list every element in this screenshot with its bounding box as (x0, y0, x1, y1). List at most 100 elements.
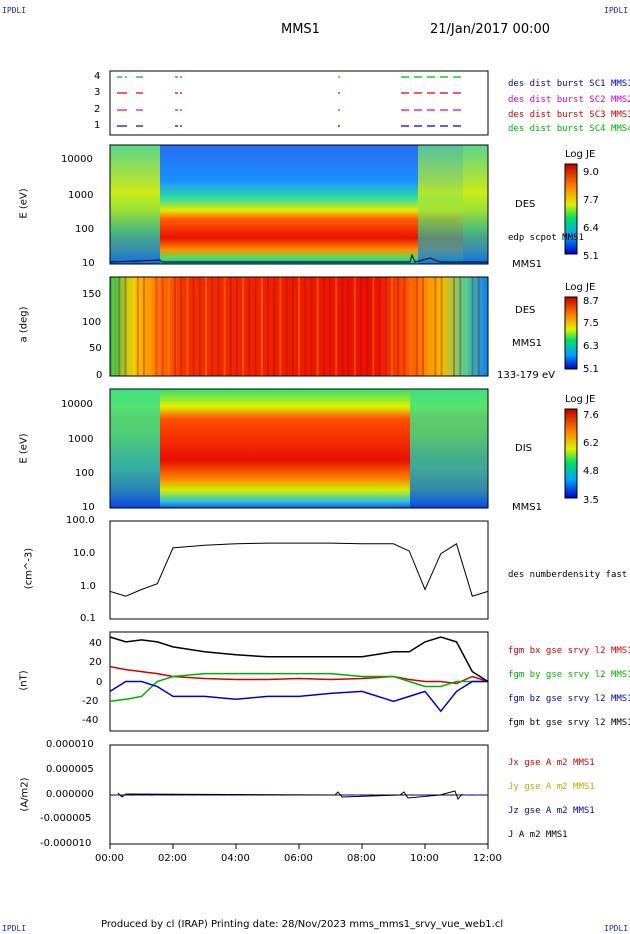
bt-legend: fgm bt gse srvy l2 MMS1 (508, 718, 630, 728)
bfield-ytick: -20 (82, 696, 99, 707)
pitch-stripe (322, 277, 325, 376)
pitch-stripe (279, 277, 282, 376)
pitch-stripe (391, 277, 393, 376)
corner-logo-tl: IPDLI (2, 6, 27, 15)
corner-logo-bl: IPDLI (2, 924, 27, 933)
colorbar-tick: 6.2 (583, 438, 599, 449)
des-energy-ytick: 1000 (68, 190, 94, 201)
bfield-series-line (109, 665, 489, 685)
j-legend: J A m2 MMS1 (508, 830, 568, 840)
x-tick-label: 08:00 (347, 853, 376, 864)
pitch-stripe (415, 277, 418, 376)
pitch-stripe (267, 277, 269, 376)
des-energy-label: DES (515, 199, 536, 210)
des-energy-ylabel: E (eV) (18, 188, 30, 219)
bfield-ylabel: (nT) (18, 670, 30, 691)
bfield-ytick: 40 (89, 638, 102, 649)
pitch-ytick: 50 (89, 343, 102, 354)
pitch-stripe (143, 277, 145, 376)
pitch-stripe (434, 277, 437, 376)
bfield-panel (109, 631, 489, 732)
x-tick-label: 02:00 (158, 853, 187, 864)
pitch-stripe (378, 277, 381, 376)
by-legend: fgm by gse srvy l2 MMS1 (508, 670, 630, 680)
des-energy-spectrogram (109, 144, 489, 265)
density-ytick: 100.0 (66, 515, 95, 526)
pitch-stripe (477, 277, 480, 376)
scpot-label: edp scpot MMS1 (508, 233, 584, 243)
x-tick-label: 10:00 (410, 853, 439, 864)
pitch-stripe (285, 277, 288, 376)
pitch-stripe (186, 277, 189, 376)
dis-energy-ytick: 10000 (61, 399, 93, 410)
colorbar-des-pitch (564, 296, 578, 370)
pitch-sc: MMS1 (512, 338, 542, 349)
pitch-stripe (155, 277, 158, 376)
dis-energy-ytick: 10 (82, 502, 95, 513)
dis-energy-ytick: 100 (75, 468, 95, 479)
current-ytick: -0.000005 (40, 813, 92, 824)
colorbar-title: Log JE (565, 394, 596, 405)
colorbar-tick: 9.0 (583, 167, 599, 178)
pitch-stripe (471, 277, 474, 376)
pitch-stripe (118, 277, 121, 376)
pitch-stripe (248, 277, 251, 376)
pitch-energy-range: 133-179 eV (497, 370, 555, 381)
pitch-ytick: 100 (82, 317, 102, 328)
density-ylabel: (cm^-3) (23, 547, 35, 590)
datetime-title: 21/Jan/2017 00:00 (430, 22, 551, 37)
colorbar-tick: 7.5 (583, 318, 599, 329)
pitch-stripe (353, 277, 356, 376)
des-energy-ytick: 10 (82, 258, 95, 269)
density-ytick: 10.0 (73, 548, 96, 559)
colorbar-tick: 6.3 (583, 341, 599, 352)
density-panel (109, 520, 489, 620)
pitch-stripe (217, 277, 220, 376)
pitch-stripe (397, 277, 400, 376)
burst-ytick: 4 (94, 71, 101, 82)
pitch-stripe (260, 277, 263, 376)
corner-logo-br: IPDLI (604, 924, 629, 933)
density-ytick: 0.1 (80, 613, 96, 624)
pitch-stripe (112, 277, 114, 376)
jx-legend: Jx gse A m2 MMS1 (508, 758, 595, 768)
colorbar-tick: 5.1 (583, 364, 599, 375)
pitch-stripe (409, 277, 412, 376)
colorbar-des-energy (564, 163, 578, 255)
pitch-stripe (298, 277, 300, 376)
pitch-stripe (347, 277, 350, 376)
pitch-stripe (360, 277, 362, 376)
bfield-series-line (109, 672, 488, 703)
current-ylabel: (A/m2) (19, 777, 31, 812)
dis-energy-sc: MMS1 (512, 502, 542, 513)
dis-energy-ytick: 1000 (68, 434, 94, 445)
burst-legend-sc4: des dist burst SC4 MMS4 (508, 124, 630, 134)
corner-logo-tr: IPDLI (604, 6, 629, 15)
spacecraft-title: MMS1 (281, 22, 320, 37)
pitch-stripe (167, 277, 170, 376)
current-ytick: 0.000000 (46, 789, 94, 800)
pitch-stripe (180, 277, 183, 376)
colorbar-dis-energy (564, 408, 578, 499)
colorbar-tick: 3.5 (583, 495, 599, 506)
pitch-stripe (341, 277, 344, 376)
dis-energy-ylabel: E (eV) (18, 433, 30, 464)
pitch-stripe (403, 277, 406, 376)
colorbar-title: Log JE (565, 282, 596, 293)
pitch-stripe (149, 277, 152, 376)
pitch-label: DES (515, 305, 536, 316)
pitch-stripe (465, 277, 468, 376)
pitch-ytick: 150 (82, 289, 102, 300)
footer-text: Produced by cl (IRAP) Printing date: 28/… (101, 919, 504, 930)
pitch-stripe (242, 277, 245, 376)
pitch-stripe (316, 277, 319, 376)
pitch-stripe (422, 277, 424, 376)
bfield-ytick: -40 (82, 715, 99, 726)
density-ytick: 1.0 (80, 581, 96, 592)
pitch-stripe (130, 277, 133, 376)
pitch-stripe (124, 277, 127, 376)
density-line (109, 542, 489, 597)
burst-ytick: 2 (94, 104, 101, 115)
burst-legend-sc2: des dist burst SC2 MMS2 (508, 95, 630, 105)
